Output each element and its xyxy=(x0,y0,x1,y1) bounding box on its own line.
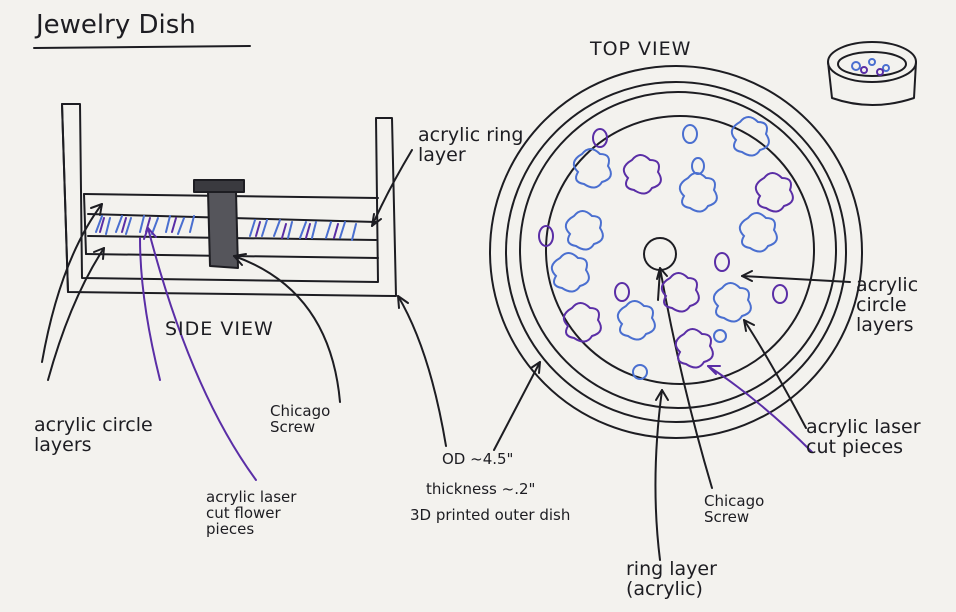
outer-dish xyxy=(61,103,397,297)
outer-dish-od-label: OD ~4.5" xyxy=(442,450,514,468)
outer-dish-material-label: 3D printed outer dish xyxy=(410,506,571,524)
page-title: Jewelry Dish xyxy=(36,10,196,40)
flower-pieces xyxy=(538,58,890,380)
screw-head xyxy=(193,179,245,193)
screw-body xyxy=(207,191,239,269)
side-view-drawing xyxy=(41,103,447,447)
top-view-heading: TOP VIEW xyxy=(590,38,692,60)
top-circle-layers-label: acrylic circle layers xyxy=(856,274,919,336)
flower-pieces-label: acrylic laser cut flower pieces xyxy=(206,488,297,538)
side-view-heading: SIDE VIEW xyxy=(165,318,274,340)
top-ring-layer-label: ring layer (acrylic) xyxy=(626,558,717,600)
center-screw xyxy=(643,237,677,271)
circle-layers-label: acrylic circle layers xyxy=(34,414,153,456)
outer-dish-thickness-label: thickness ~.2" xyxy=(426,480,536,498)
top-cut-pieces-label: acrylic laser cut pieces xyxy=(806,416,921,458)
title-underline xyxy=(33,45,251,49)
outer-dish-rim xyxy=(489,65,863,439)
ring-layer-label: acrylic ring layer xyxy=(418,124,524,166)
top-chicago-screw-label: Chicago Screw xyxy=(704,492,765,526)
top-view-drawing xyxy=(489,65,863,561)
side-chicago-screw-label: Chicago Screw xyxy=(270,402,331,436)
bowl-thumbnail xyxy=(827,41,917,106)
circle-layer xyxy=(545,115,815,385)
ring-layer xyxy=(519,91,837,409)
